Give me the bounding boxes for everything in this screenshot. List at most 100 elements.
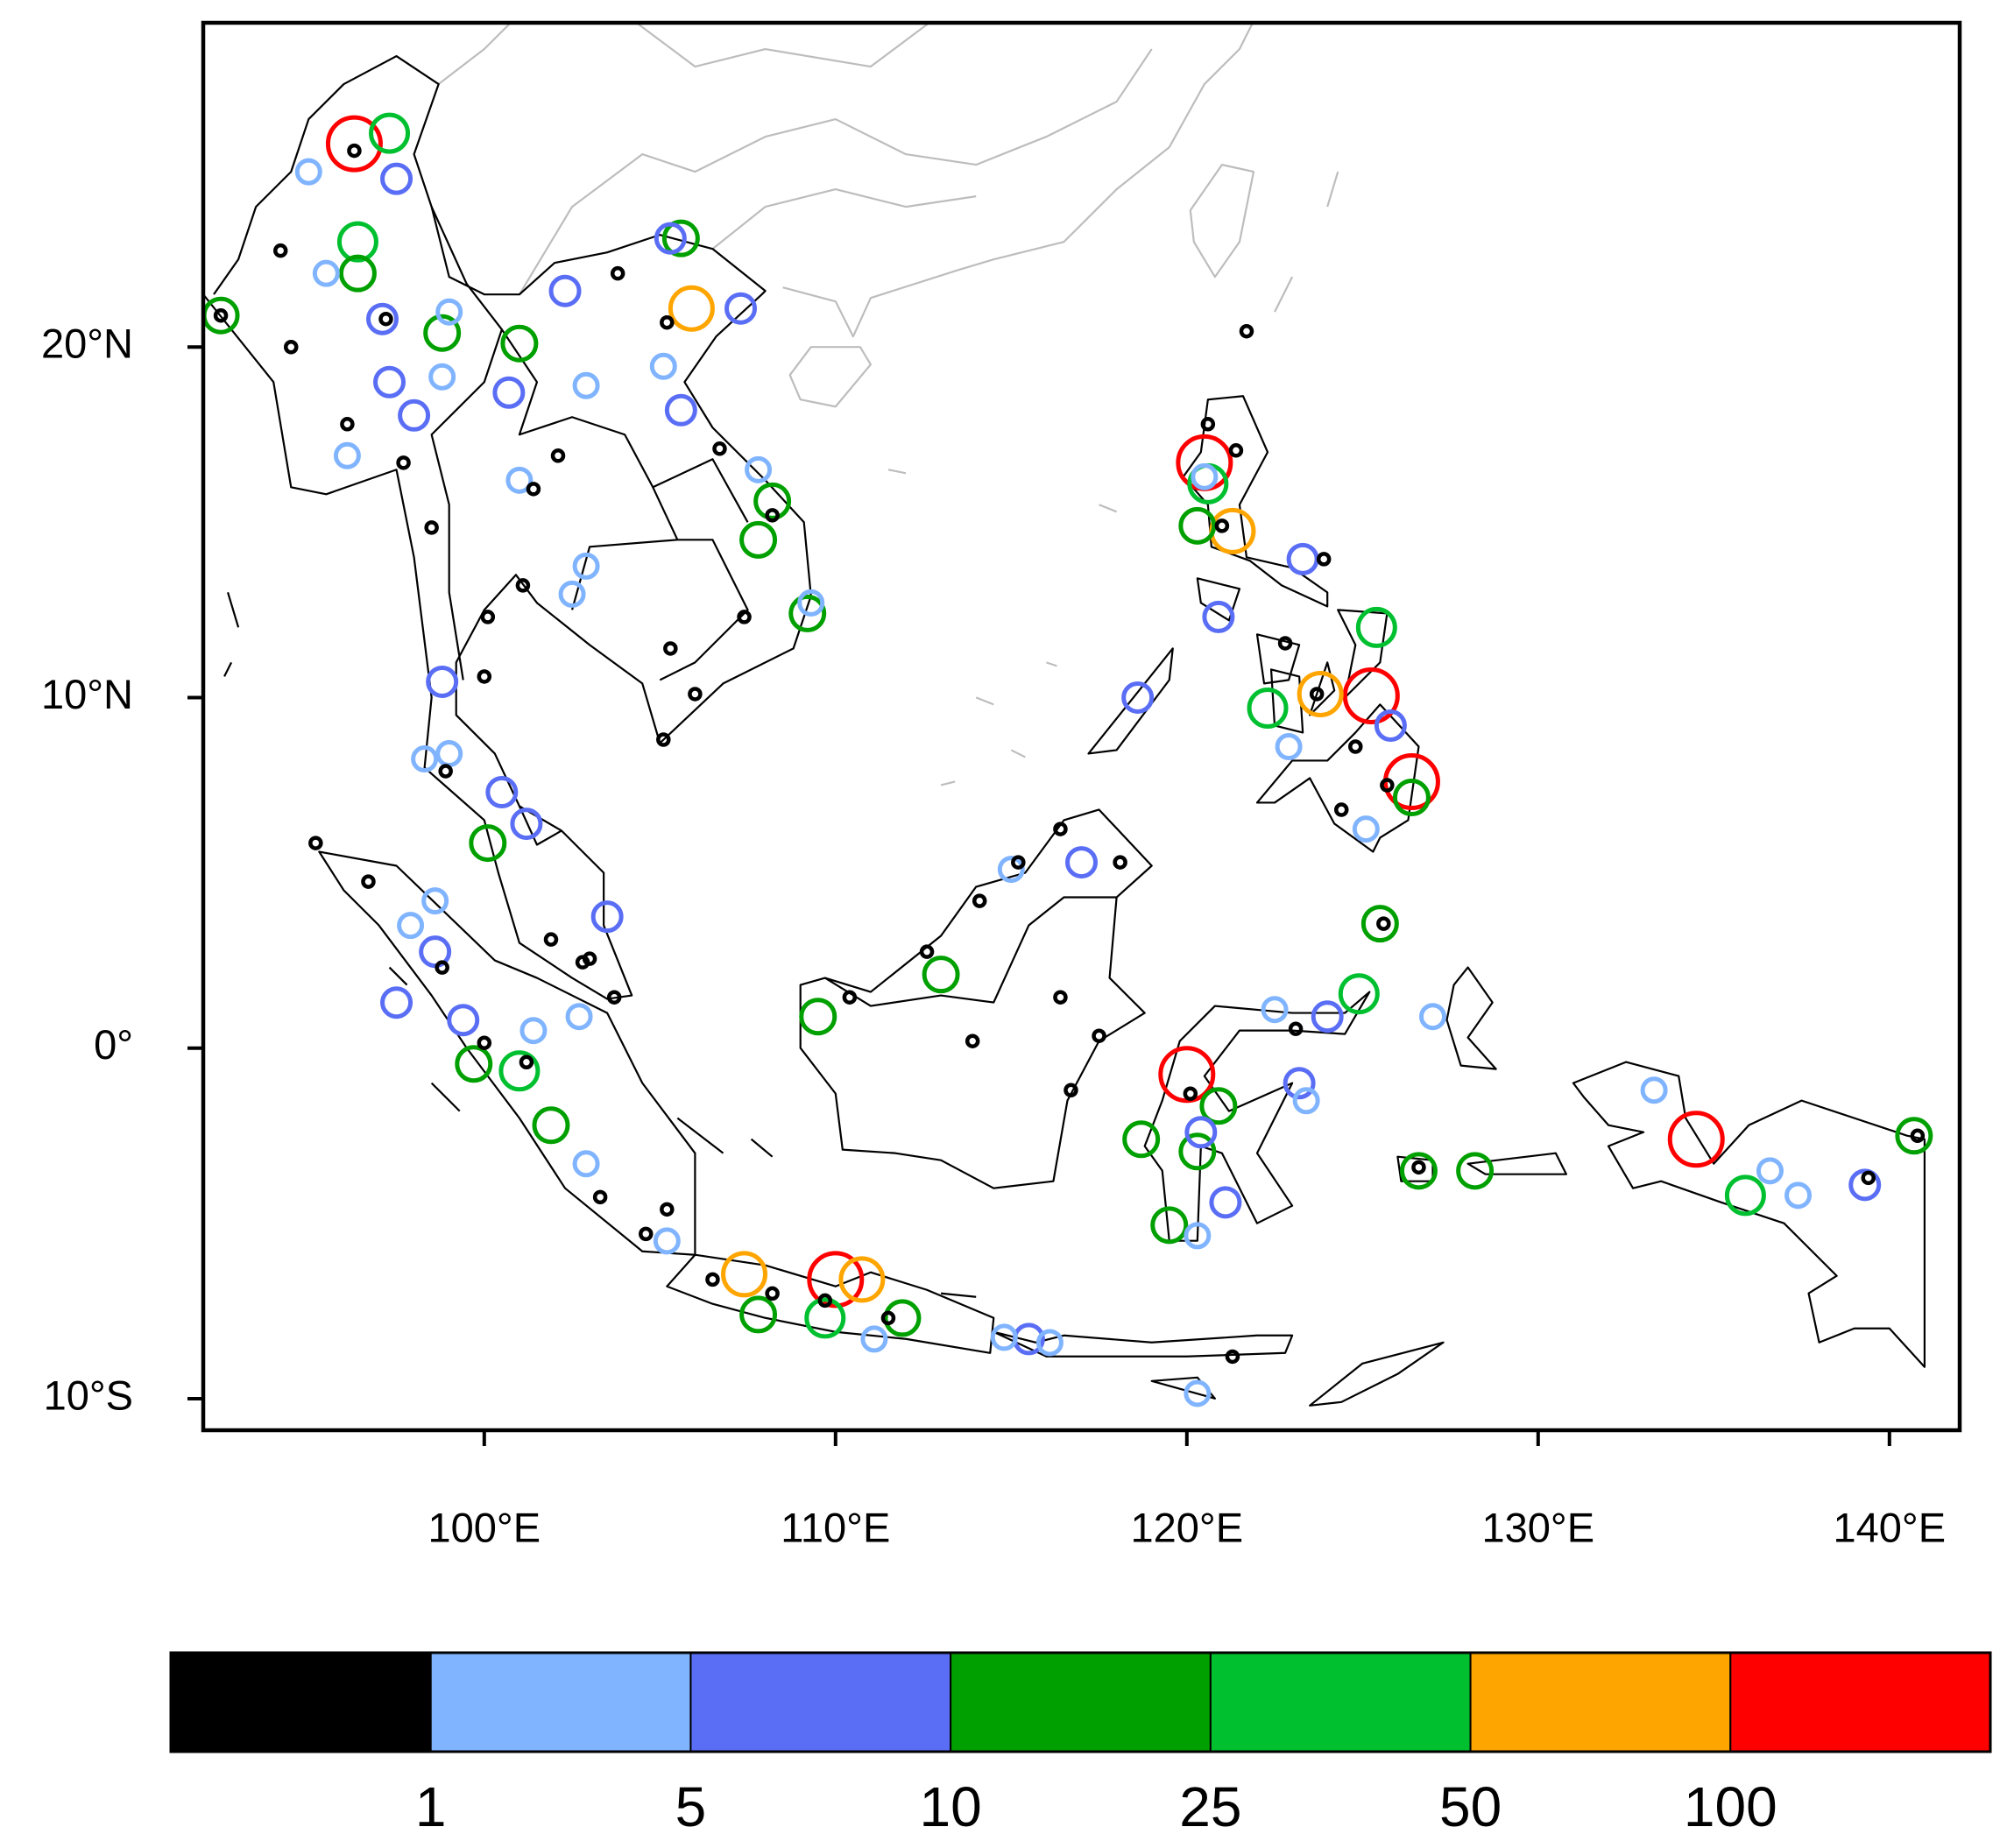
- event-marker: [565, 1003, 593, 1031]
- event-marker: [447, 1004, 480, 1037]
- event-marker: [380, 162, 413, 195]
- event-marker: [336, 221, 378, 263]
- event-marker: [1352, 815, 1380, 843]
- event-marker: [807, 1251, 865, 1308]
- event-marker: [361, 874, 376, 889]
- event-marker: [548, 274, 582, 307]
- event-marker: [1456, 1152, 1495, 1190]
- event-marker: [1848, 1168, 1882, 1202]
- philippines: [1089, 396, 1419, 851]
- small-islands: [224, 592, 976, 1296]
- event-marker: [1184, 1379, 1212, 1407]
- event-marker: [1225, 1349, 1240, 1365]
- event-marker: [1392, 779, 1431, 817]
- event-marker: [294, 158, 322, 186]
- colorbar-label: 10: [920, 1775, 982, 1838]
- event-marker: [477, 1035, 492, 1050]
- y-tick-label: 10°N: [41, 671, 133, 717]
- event-marker: [366, 302, 399, 335]
- event-marker: [1348, 739, 1363, 754]
- event-marker: [1011, 855, 1026, 870]
- event-marker: [1342, 667, 1400, 724]
- event-marker: [724, 292, 758, 325]
- event-marker: [739, 520, 778, 559]
- event-marker: [1113, 855, 1127, 870]
- event-marker: [1338, 973, 1380, 1015]
- event-marker: [1288, 1021, 1304, 1036]
- event-marker: [423, 314, 462, 352]
- event-marker: [515, 578, 531, 593]
- event-marker: [804, 1297, 846, 1339]
- event-marker: [519, 1054, 534, 1069]
- event-marker: [485, 776, 519, 809]
- event-marker: [550, 448, 566, 463]
- event-marker: [1064, 1083, 1078, 1098]
- event-marker: [378, 311, 393, 327]
- event-marker: [1228, 443, 1244, 458]
- colorbar-frame: [169, 1651, 1992, 1753]
- event-marker: [398, 399, 431, 432]
- event-marker: [1178, 506, 1217, 545]
- event-marker: [990, 1323, 1018, 1351]
- event-marker: [1178, 1132, 1217, 1171]
- event-marker: [1121, 681, 1155, 714]
- event-marker: [543, 932, 559, 947]
- china-borders: [439, 14, 1152, 294]
- sea-islands: [888, 172, 1338, 785]
- china-coast: [783, 14, 1257, 336]
- event-marker: [1355, 606, 1397, 648]
- country-borders: [432, 207, 748, 844]
- event-marker: [347, 143, 362, 159]
- event-marker: [1150, 1206, 1189, 1245]
- event-marker: [610, 265, 625, 281]
- y-tick-label: 20°N: [41, 321, 133, 367]
- event-marker: [333, 441, 361, 469]
- x-tick-label: 140°E: [1834, 1504, 1947, 1550]
- event-marker: [397, 912, 425, 940]
- event-marker: [455, 1045, 493, 1083]
- event-marker: [660, 1202, 675, 1217]
- event-marker: [737, 610, 752, 624]
- event-marker: [880, 1310, 896, 1326]
- event-marker: [1380, 778, 1395, 793]
- colorbar-label: 1: [415, 1775, 447, 1838]
- event-marker: [1419, 1003, 1446, 1031]
- event-marker: [1297, 670, 1344, 717]
- colorbar-swatch: [689, 1652, 952, 1753]
- x-tick-label: 130°E: [1482, 1504, 1595, 1550]
- event-marker: [1275, 733, 1303, 761]
- event-marker: [1209, 1186, 1242, 1219]
- event-marker: [712, 441, 727, 456]
- event-marker: [469, 824, 507, 863]
- event-marker: [745, 455, 773, 483]
- event-marker: [1199, 1087, 1238, 1125]
- colorbar-swatch: [1729, 1652, 1992, 1753]
- event-marker: [1214, 518, 1230, 533]
- event-marker: [1640, 1076, 1668, 1104]
- event-marker: [1411, 1160, 1426, 1175]
- event-marker: [1724, 1174, 1766, 1217]
- event-marker: [558, 580, 586, 608]
- event-marker: [1756, 1157, 1784, 1185]
- event-marker: [428, 363, 456, 391]
- event-marker: [480, 610, 496, 624]
- x-tick-label: 110°E: [781, 1504, 890, 1550]
- event-marker: [492, 376, 526, 409]
- event-marker: [519, 1017, 548, 1045]
- event-marker: [498, 1050, 541, 1092]
- sulawesi: [1145, 992, 1370, 1241]
- event-marker: [1035, 1329, 1064, 1357]
- event-marker: [1158, 1046, 1216, 1104]
- event-marker: [919, 944, 935, 959]
- colorbar-label: 25: [1179, 1775, 1241, 1838]
- plot-frame: [201, 20, 1962, 1433]
- event-marker: [435, 960, 449, 975]
- event-marker: [838, 1256, 886, 1303]
- event-marker: [606, 990, 622, 1005]
- event-marker: [765, 1286, 780, 1301]
- event-marker: [997, 856, 1025, 884]
- event-marker: [1376, 916, 1391, 931]
- event-marker: [380, 986, 413, 1019]
- event-marker: [373, 365, 406, 399]
